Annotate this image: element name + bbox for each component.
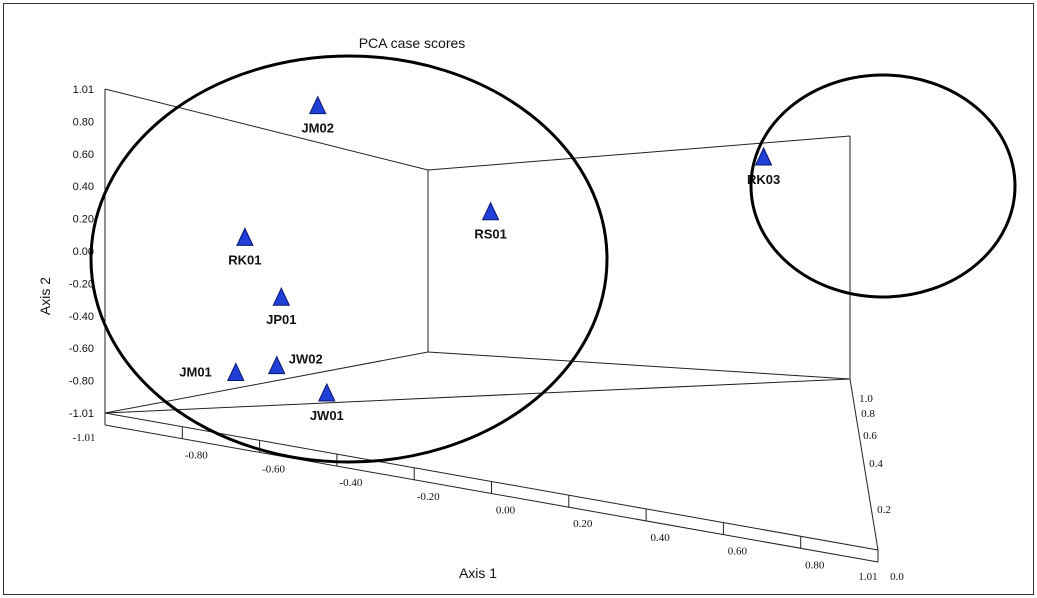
- x-tick-label: 0.00: [496, 505, 516, 517]
- point-label: RK01: [228, 252, 261, 267]
- triangle-marker: [754, 146, 773, 166]
- back-bottom-edge: [104, 351, 429, 414]
- right-top-edge: [427, 135, 851, 171]
- z-tick-label: 0.0: [890, 571, 904, 583]
- z-tick-label: 0.8: [861, 408, 875, 420]
- x-tick-label: -1.01: [73, 432, 96, 444]
- z-tick-label: 1.0: [859, 393, 873, 405]
- z-axis-ticks: 0.0 0.2 0.4 0.6 0.8 1.0: [859, 393, 904, 583]
- y-tick-label: -0.80: [69, 376, 94, 388]
- x-tick-label: -0.60: [262, 463, 285, 475]
- y-axis-ticks: 1.01 0.80 0.60 0.40 0.20 0.00 -0.20 -0.40 -0.60 -…: [69, 84, 94, 420]
- front-top-edge: [104, 378, 851, 414]
- triangle-marker: [308, 95, 327, 115]
- cluster-ellipse-main: [89, 54, 609, 464]
- triangle-marker: [481, 201, 500, 221]
- x-tick-label: 0.20: [573, 518, 593, 530]
- x-tick-label: 0.80: [805, 559, 825, 571]
- x-tick-label: 0.60: [728, 546, 748, 558]
- x-tick-label: 0.40: [650, 532, 670, 544]
- back-top-edge: [104, 88, 429, 171]
- y-tick-label: 1.01: [73, 84, 94, 96]
- right-bottom-edge: [427, 351, 851, 380]
- x-tick-label: 1.01: [858, 571, 877, 583]
- triangle-marker: [272, 287, 291, 306]
- triangle-marker: [227, 362, 245, 381]
- y-tick-label: 0.80: [73, 116, 94, 128]
- y-axis-label: Axis 2: [37, 277, 53, 315]
- z-tick-label: 0.6: [863, 430, 877, 442]
- y-tick-label: -0.20: [69, 278, 94, 290]
- triangle-marker: [267, 355, 286, 375]
- y-tick-label: 0.00: [73, 246, 94, 258]
- z-tick-label: 0.4: [869, 458, 883, 470]
- point-label: JP01: [266, 312, 296, 327]
- x-tick-label: -0.80: [185, 450, 208, 462]
- floor-right-edge: [849, 378, 879, 551]
- point-label: JM01: [179, 364, 212, 379]
- chart-border: [3, 3, 1034, 595]
- cluster-ellipse-rk03: [749, 73, 1017, 299]
- point-label: JW02: [289, 352, 323, 367]
- y-tick-label: 0.60: [73, 149, 94, 161]
- y-tick-label: -0.40: [69, 311, 94, 323]
- point-label: RK03: [747, 172, 780, 187]
- point-label: JM02: [301, 121, 334, 136]
- triangle-marker: [236, 227, 254, 246]
- triangle-marker: [318, 382, 336, 402]
- y-tick-label: 0.40: [73, 181, 94, 193]
- x-tick-label: -0.20: [417, 491, 440, 503]
- x-axis-ticks: -1.01 -0.80 -0.60 -0.40 -0.20 0.00 0.20 0.40 0.6…: [73, 426, 878, 583]
- x-axis-label: Axis 1: [459, 565, 497, 581]
- y-tick-label: 0.20: [73, 214, 94, 226]
- y-tick-label: -0.60: [69, 343, 94, 355]
- point-label: RS01: [474, 227, 507, 242]
- y-tick-label: -1.01: [69, 408, 94, 420]
- point-label: JW01: [310, 408, 344, 423]
- chart-title: PCA case scores: [359, 35, 466, 51]
- data-points: JM02RK02RK01JP01JM01JW02JW01RS01RK03: [179, 95, 780, 423]
- z-tick-label: 0.2: [877, 504, 891, 516]
- x-tick-label: -0.40: [339, 477, 362, 489]
